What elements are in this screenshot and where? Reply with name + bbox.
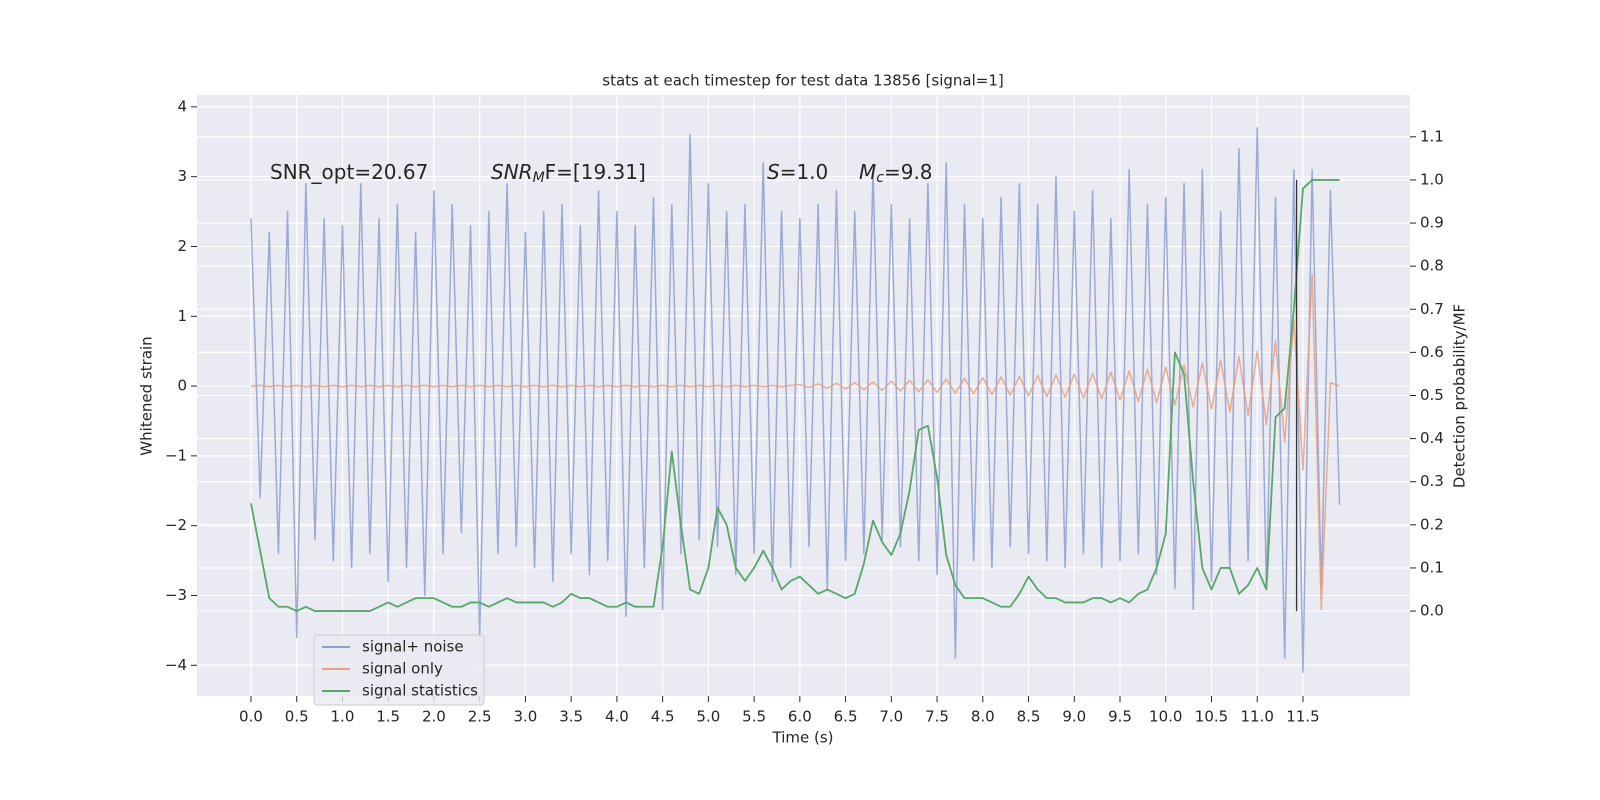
y2-tick-label: 0.3	[1420, 472, 1444, 490]
annotation-text: S	[767, 160, 780, 184]
x-tick-label: 5.5	[742, 708, 766, 726]
y-tick-label: −1	[165, 446, 187, 464]
legend: signal+ noise signal only signal statistic…	[313, 634, 485, 706]
marks	[250, 127, 1341, 674]
y2-tick-label: 0.6	[1420, 343, 1444, 361]
annotation-text: F=[19.31]	[545, 160, 646, 184]
annotation: SNR_opt=20.67	[270, 160, 428, 184]
y-tick-label: 1	[177, 307, 187, 325]
y-tick-label: −4	[165, 656, 187, 674]
x-tick-label: 0.0	[239, 708, 263, 726]
x-tick-label: 10.5	[1195, 708, 1228, 726]
x-tick-label: 4.0	[605, 708, 629, 726]
y-tick-label: 4	[177, 97, 187, 115]
y2-tick-label: 0.4	[1420, 429, 1444, 447]
x-tick-label: 11.0	[1241, 708, 1274, 726]
annotation: Mc=9.8	[859, 160, 933, 187]
annotation-text: SNR_opt=20.67	[270, 160, 428, 184]
x-axis-label: Time (s)	[772, 729, 834, 747]
y2-tick-label: 0.0	[1420, 602, 1444, 620]
legend-label: signal only	[362, 660, 443, 678]
y-tick-label: 0	[177, 377, 187, 395]
x-tick-label: 0.5	[285, 708, 309, 726]
x-tick-label: 3.5	[559, 708, 583, 726]
series-line	[250, 273, 1340, 611]
y2-tick-label: 0.7	[1420, 300, 1444, 318]
x-tick-label: 10.0	[1149, 708, 1182, 726]
y-tick-label: −3	[165, 586, 187, 604]
x-tick-label: 3.0	[513, 708, 537, 726]
y-tick-label: 2	[177, 237, 187, 255]
x-tick-label: 1.5	[376, 708, 400, 726]
x-tick-label: 11.5	[1286, 708, 1319, 726]
legend-label: signal+ noise	[362, 638, 464, 656]
x-tick-label: 9.5	[1108, 708, 1132, 726]
annotation: S=1.0	[767, 160, 828, 184]
annotation-text: M	[859, 160, 876, 184]
x-tick-label: 5.0	[696, 708, 720, 726]
x-tick-label: 9.0	[1062, 708, 1086, 726]
x-tick-label: 2.0	[422, 708, 446, 726]
chart-title: stats at each timestep for test data 138…	[602, 72, 1003, 90]
labels: 0.0 0.5 1.0 1.5 2.0 2.5 3.0 3.5 4.0 4.5 5.0 5.5 6.0 6…	[165, 97, 1444, 725]
x-tick-label: 8.5	[1017, 708, 1041, 726]
annotation-subscript: c	[876, 170, 884, 186]
annotation-text: SNR	[491, 160, 533, 184]
annotation-subscript: M	[533, 170, 545, 186]
y2-tick-label: 0.8	[1420, 257, 1444, 275]
grid	[197, 95, 1410, 696]
y2-tick-label: 0.1	[1420, 558, 1444, 576]
y2-axis-label: Detection probability/MF	[1451, 304, 1469, 488]
x-tick-label: 7.0	[879, 708, 903, 726]
annotation: SNRMF=[19.31]	[491, 160, 646, 187]
x-tick-label: 6.0	[788, 708, 812, 726]
y-axis-label: Whitened strain	[138, 336, 156, 455]
x-tick-label: 2.5	[468, 708, 492, 726]
y2-tick-label: 0.5	[1420, 386, 1444, 404]
y-tick-label: −2	[165, 516, 187, 534]
y2-tick-label: 0.9	[1420, 214, 1444, 232]
x-tick-label: 8.0	[971, 708, 995, 726]
y2-tick-label: 0.2	[1420, 515, 1444, 533]
y-tick-label: 3	[177, 167, 187, 185]
x-tick-label: 7.5	[925, 708, 949, 726]
x-tick-label: 4.5	[651, 708, 675, 726]
y2-tick-label: 1.0	[1420, 170, 1444, 188]
legend-box	[313, 634, 485, 706]
x-tick-label: 1.0	[331, 708, 355, 726]
legend-label: signal statistics	[362, 682, 478, 700]
x-tick-label: 6.5	[834, 708, 858, 726]
annotation-text: =9.8	[884, 160, 933, 184]
series-line	[250, 179, 1340, 612]
annotation-text: =1.0	[780, 160, 829, 184]
y2-tick-label: 1.1	[1420, 127, 1444, 145]
series-line	[250, 127, 1341, 674]
